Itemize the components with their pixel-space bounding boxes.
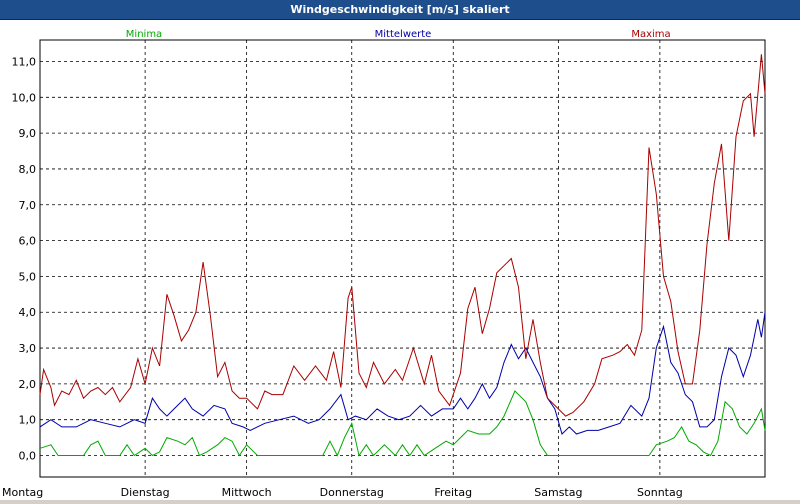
wind-speed-chart: 0,0 1,0 2,0 3,0 4,0 5,0 6,0 7,0 8,0 9,0 10,0 11,0 M… <box>0 20 800 504</box>
x-tick-day: Montag <box>2 486 43 499</box>
y-tick-label: 8,0 <box>19 163 37 176</box>
y-tick-label: 4,0 <box>19 306 37 319</box>
y-tick-label: 11,0 <box>12 55 37 68</box>
window-title: Windgeschwindigkeit [m/s] skaliert <box>0 0 800 20</box>
series <box>39 54 766 457</box>
y-tick-label: 5,0 <box>19 270 37 283</box>
y-axis-labels: 0,0 1,0 2,0 3,0 4,0 5,0 6,0 7,0 8,0 9,0 10,0 11,0 <box>12 55 37 462</box>
y-tick-label: 0,0 <box>19 450 37 463</box>
grid <box>40 40 765 477</box>
chart-area: 0,0 1,0 2,0 3,0 4,0 5,0 6,0 7,0 8,0 9,0 10,0 11,0 M… <box>0 20 800 504</box>
y-tick-label: 6,0 <box>19 235 37 248</box>
y-tick-label: 1,0 <box>19 414 37 427</box>
x-tick-day: Freitag <box>434 486 472 499</box>
y-tick-label: 9,0 <box>19 127 37 140</box>
series-line-minima <box>39 390 766 457</box>
legend-maxima: Maxima <box>631 29 670 40</box>
series-line-mittelwerte <box>39 312 766 435</box>
y-tick-label: 3,0 <box>19 342 37 355</box>
y-tick-label: 10,0 <box>12 91 37 104</box>
x-tick-day: Donnerstag <box>320 486 384 499</box>
x-tick-day: Mittwoch <box>222 486 272 499</box>
x-tick-day: Dienstag <box>121 486 170 499</box>
x-tick-day: Samstag <box>534 486 582 499</box>
legend-mittelwerte: Mittelwerte <box>375 29 432 40</box>
legend-minima: Minima <box>126 29 162 40</box>
x-tick-day: Sonntag <box>637 486 683 499</box>
y-tick-label: 7,0 <box>19 199 37 212</box>
y-tick-label: 2,0 <box>19 378 37 391</box>
series-line-maxima <box>39 54 766 417</box>
